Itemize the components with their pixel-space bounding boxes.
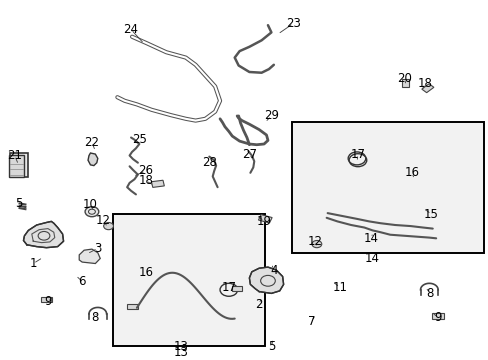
- Polygon shape: [249, 267, 283, 293]
- Polygon shape: [23, 221, 63, 248]
- Polygon shape: [151, 180, 164, 188]
- FancyBboxPatch shape: [292, 122, 483, 253]
- Bar: [10, 153, 28, 177]
- Text: 24: 24: [123, 23, 138, 36]
- Text: 17: 17: [221, 281, 236, 294]
- Polygon shape: [88, 153, 98, 166]
- Text: 5: 5: [267, 340, 275, 353]
- Text: 10: 10: [83, 198, 98, 211]
- Text: 1: 1: [29, 257, 37, 270]
- Text: 28: 28: [202, 156, 216, 169]
- Text: 22: 22: [84, 136, 99, 149]
- Polygon shape: [127, 304, 138, 309]
- Text: 16: 16: [138, 266, 153, 279]
- Text: 7: 7: [307, 315, 315, 328]
- Text: 12: 12: [96, 214, 111, 227]
- Text: 13: 13: [173, 340, 188, 353]
- Text: 17: 17: [350, 148, 365, 161]
- Text: 6: 6: [78, 275, 86, 288]
- Text: 4: 4: [269, 264, 277, 276]
- Text: 8: 8: [426, 287, 433, 300]
- Polygon shape: [402, 79, 408, 87]
- Text: 14: 14: [364, 232, 378, 245]
- Text: 11: 11: [332, 281, 346, 294]
- Bar: [41, 297, 52, 302]
- Bar: [431, 313, 443, 319]
- Text: 15: 15: [423, 208, 438, 221]
- Text: 19: 19: [256, 215, 271, 228]
- Polygon shape: [79, 249, 100, 264]
- Text: 27: 27: [242, 148, 256, 161]
- Text: 25: 25: [132, 133, 146, 146]
- Text: 18: 18: [138, 174, 153, 187]
- Text: 2: 2: [255, 298, 263, 311]
- Text: 29: 29: [264, 109, 278, 122]
- Text: 23: 23: [285, 17, 300, 30]
- Text: 5: 5: [15, 197, 22, 210]
- Text: 18: 18: [417, 77, 432, 90]
- Circle shape: [85, 207, 99, 217]
- Text: 21: 21: [7, 149, 22, 162]
- Text: 12: 12: [307, 235, 322, 248]
- Polygon shape: [421, 84, 433, 93]
- Text: 16: 16: [404, 166, 418, 179]
- Text: 3: 3: [94, 242, 102, 255]
- Text: 13: 13: [173, 346, 188, 359]
- Circle shape: [311, 240, 321, 248]
- Polygon shape: [258, 215, 272, 223]
- Text: 9: 9: [44, 295, 52, 308]
- Polygon shape: [231, 286, 242, 291]
- FancyBboxPatch shape: [113, 214, 264, 346]
- Text: 20: 20: [397, 72, 411, 85]
- Text: 9: 9: [433, 311, 441, 324]
- Text: 8: 8: [91, 311, 99, 324]
- Text: 14: 14: [365, 252, 379, 265]
- Text: 26: 26: [138, 165, 153, 177]
- Circle shape: [103, 222, 113, 230]
- Bar: [9, 155, 24, 177]
